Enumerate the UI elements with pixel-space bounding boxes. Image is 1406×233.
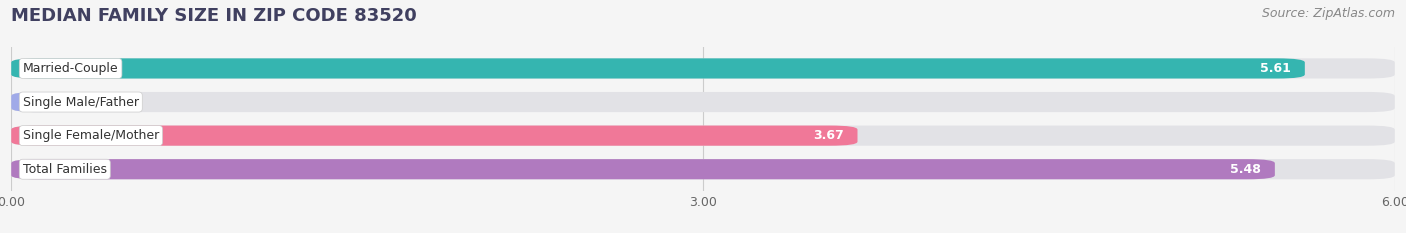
Text: 5.61: 5.61 xyxy=(1260,62,1291,75)
FancyBboxPatch shape xyxy=(11,126,1395,146)
Text: 0.00: 0.00 xyxy=(84,96,117,109)
FancyBboxPatch shape xyxy=(11,58,1395,79)
Text: Source: ZipAtlas.com: Source: ZipAtlas.com xyxy=(1261,7,1395,20)
Text: Married-Couple: Married-Couple xyxy=(22,62,118,75)
FancyBboxPatch shape xyxy=(11,92,1395,112)
FancyBboxPatch shape xyxy=(11,159,1275,179)
Text: Total Families: Total Families xyxy=(22,163,107,176)
FancyBboxPatch shape xyxy=(11,159,1395,179)
FancyBboxPatch shape xyxy=(11,92,62,112)
FancyBboxPatch shape xyxy=(11,58,1305,79)
Text: 5.48: 5.48 xyxy=(1230,163,1261,176)
Text: 3.67: 3.67 xyxy=(813,129,844,142)
Text: MEDIAN FAMILY SIZE IN ZIP CODE 83520: MEDIAN FAMILY SIZE IN ZIP CODE 83520 xyxy=(11,7,418,25)
FancyBboxPatch shape xyxy=(11,126,858,146)
Text: Single Male/Father: Single Male/Father xyxy=(22,96,139,109)
Text: Single Female/Mother: Single Female/Mother xyxy=(22,129,159,142)
